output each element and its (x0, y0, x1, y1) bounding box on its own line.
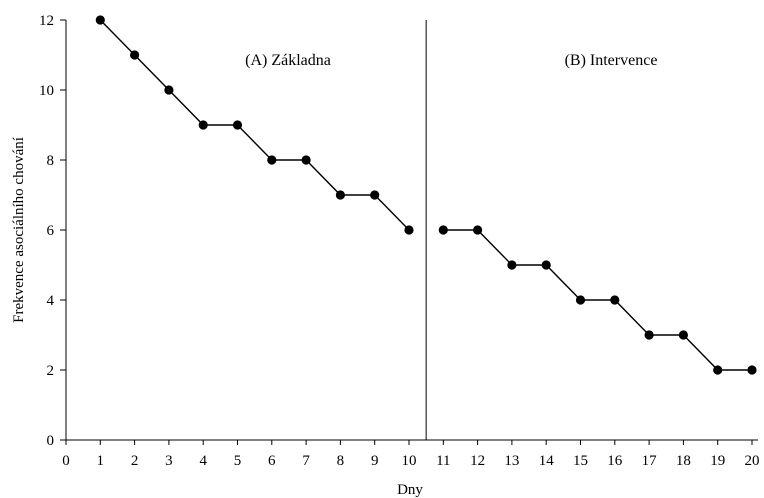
data-point (507, 260, 517, 270)
x-tick-label: 6 (268, 453, 276, 469)
y-tick-label: 2 (47, 363, 55, 379)
series-line-phase-1 (99, 19, 410, 231)
y-tick-label: 0 (47, 433, 55, 449)
x-tick-label: 12 (470, 453, 485, 469)
y-tick-label: 6 (47, 223, 55, 239)
x-tick-label: 2 (131, 453, 139, 469)
data-point (95, 15, 105, 25)
x-tick-label: 20 (745, 453, 760, 469)
data-point (678, 330, 689, 340)
data-point (267, 155, 277, 165)
x-tick-label: 17 (642, 453, 658, 469)
x-tick-label: 3 (165, 453, 173, 469)
data-point (473, 225, 483, 235)
y-tick-label: 4 (47, 293, 55, 309)
x-tick-label: 19 (710, 453, 725, 469)
x-tick-label: 14 (539, 453, 555, 469)
series (95, 15, 757, 375)
data-point (644, 330, 654, 340)
x-tick-label: 8 (337, 453, 345, 469)
x-tick-label: 5 (234, 453, 242, 469)
x-tick-label: 7 (302, 453, 310, 469)
data-point (438, 225, 448, 235)
data-point (164, 85, 174, 95)
data-point (541, 260, 551, 270)
x-tick-label: 4 (199, 453, 207, 469)
data-point (130, 50, 140, 60)
x-tick-label: 1 (97, 453, 105, 469)
data-point (301, 155, 311, 165)
x-tick-label: 18 (676, 453, 691, 469)
x-tick-label: 13 (504, 453, 519, 469)
x-tick-label: 0 (62, 453, 70, 469)
data-point (747, 365, 757, 375)
x-tick-label: 11 (436, 453, 450, 469)
data-point (370, 190, 380, 200)
data-point (404, 225, 414, 235)
x-tick-label: 16 (607, 453, 623, 469)
y-tick-label: 10 (39, 83, 54, 99)
x-tick-label: 10 (402, 453, 417, 469)
data-point (198, 120, 208, 130)
x-tick-label: 9 (371, 453, 379, 469)
x-tick-label: 15 (573, 453, 588, 469)
phase-labels: (A) Základna (B) Intervence (245, 52, 657, 69)
data-point (232, 120, 243, 130)
data-point (610, 295, 620, 305)
x-axis-title: Dny (397, 482, 423, 498)
phase-label-b: (B) Intervence (565, 52, 658, 69)
data-point (335, 190, 345, 200)
y-tick-label: 8 (47, 153, 55, 169)
y-tick-label: 12 (39, 13, 54, 29)
phase-label-a: (A) Základna (245, 52, 331, 69)
data-point (713, 365, 723, 375)
data-point (575, 295, 586, 305)
series-line-phase-2 (443, 229, 752, 371)
y-axis-title: Frekvence asociálního chování (11, 137, 27, 323)
